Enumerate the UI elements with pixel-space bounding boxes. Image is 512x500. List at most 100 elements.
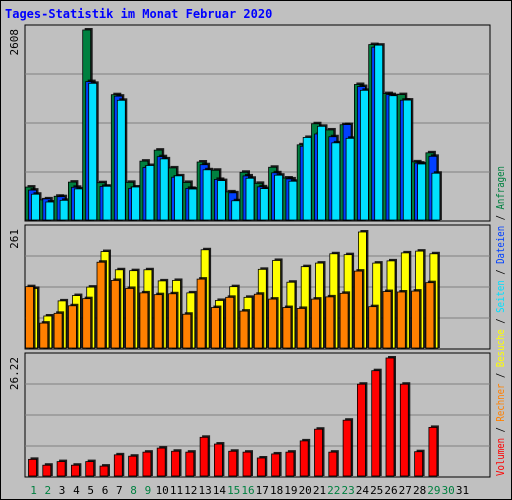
- bar-volumen: [285, 451, 295, 477]
- bar-volumen: [171, 450, 180, 477]
- bar-rechner: [153, 294, 163, 349]
- bar-rechner: [425, 282, 435, 349]
- bar-volumen: [256, 457, 266, 477]
- bar-seiten: [231, 200, 241, 221]
- bar-volumen: [213, 443, 223, 477]
- bar-seiten: [245, 177, 255, 221]
- bar-volumen: [385, 357, 395, 477]
- bar-rechner: [411, 290, 421, 349]
- x-tick-label: 30: [442, 484, 455, 497]
- bar-volumen: [56, 461, 66, 477]
- bar-volumen: [228, 450, 238, 477]
- x-tick-label: 28: [413, 484, 426, 497]
- bar-volumen: [271, 453, 281, 477]
- bar-volumen: [156, 447, 166, 477]
- chart-title: Tages-Statistik im Monat Februar 2020: [5, 7, 273, 21]
- bar-seiten: [45, 201, 55, 221]
- x-tick-label: 18: [270, 484, 283, 497]
- legend-entry: Dateien: [494, 226, 507, 264]
- x-tick-label: 11: [170, 484, 183, 497]
- bar-volumen: [414, 451, 424, 477]
- bar-rechner: [253, 293, 263, 349]
- bar-volumen: [71, 464, 80, 477]
- legend-entry: /: [494, 210, 507, 226]
- bar-rechner: [53, 312, 63, 349]
- bar-rechner: [325, 296, 335, 349]
- bar-volumen: [299, 440, 309, 477]
- x-tick-label: 13: [198, 484, 211, 497]
- bar-rechner: [139, 292, 149, 349]
- bar-volumen: [128, 455, 138, 477]
- bar-rechner: [125, 288, 134, 349]
- x-tick-label: 17: [256, 484, 269, 497]
- bar-seiten: [74, 188, 83, 221]
- bar-rechner: [196, 278, 206, 349]
- bar-seiten: [131, 186, 141, 221]
- x-tick-label: 21: [313, 484, 326, 497]
- legend-entry: Seiten: [494, 280, 507, 313]
- bar-volumen: [142, 451, 152, 477]
- x-tick-label: 14: [213, 484, 227, 497]
- legend-entry: Volumen: [494, 438, 507, 476]
- bar-seiten: [188, 188, 198, 221]
- bar-seiten: [216, 180, 226, 221]
- x-tick-label: 24: [356, 484, 370, 497]
- bar-rechner: [182, 313, 192, 349]
- x-tick-label: 23: [341, 484, 354, 497]
- bar-seiten: [88, 82, 98, 221]
- bar-seiten: [388, 95, 398, 221]
- bar-rechner: [25, 286, 34, 349]
- legend-entry: Anfragen: [494, 166, 507, 210]
- bar-rechner: [96, 261, 106, 349]
- bar-seiten: [431, 172, 441, 221]
- x-tick-label: 27: [399, 484, 412, 497]
- bar-seiten: [417, 163, 427, 221]
- bar-volumen: [113, 454, 123, 477]
- bar-rechner: [396, 291, 406, 349]
- bar-rechner: [311, 298, 320, 349]
- visits-panel-ymax-label: 261: [8, 229, 21, 249]
- bar-rechner: [168, 293, 177, 349]
- legend-entry: /: [494, 367, 507, 383]
- bar-rechner: [225, 296, 235, 349]
- bar-rechner: [39, 322, 49, 349]
- bar-seiten: [288, 180, 298, 221]
- bar-seiten: [302, 137, 312, 221]
- bar-seiten: [359, 89, 369, 221]
- legend-entry: Rechner: [494, 383, 507, 421]
- bar-volumen: [428, 426, 438, 477]
- bar-seiten: [116, 99, 126, 221]
- bar-volumen: [371, 370, 381, 477]
- bar-volumen: [85, 461, 95, 477]
- x-tick-label: 2: [44, 484, 51, 497]
- bar-rechner: [282, 307, 292, 349]
- bar-rechner: [68, 305, 77, 349]
- bar-rechner: [339, 292, 349, 349]
- x-tick-label: 20: [299, 484, 312, 497]
- x-tick-label: 4: [73, 484, 80, 497]
- x-tick-label: 31: [456, 484, 469, 497]
- bar-seiten: [274, 174, 284, 221]
- bar-seiten: [59, 199, 69, 221]
- x-tick-label: 10: [156, 484, 169, 497]
- bar-seiten: [345, 137, 355, 221]
- bar-seiten: [259, 188, 269, 221]
- x-tick-label: 5: [87, 484, 94, 497]
- x-tick-label: 9: [145, 484, 152, 497]
- bar-rechner: [368, 306, 378, 349]
- bar-seiten: [331, 142, 341, 221]
- bar-seiten: [159, 158, 169, 221]
- bar-volumen: [42, 464, 52, 477]
- bar-volumen: [328, 451, 338, 477]
- x-tick-label: 26: [384, 484, 397, 497]
- x-tick-label: 25: [370, 484, 383, 497]
- legend: Volumen / Rechner / Besuche / Seiten / D…: [494, 166, 507, 476]
- bar-rechner: [110, 280, 120, 349]
- x-tick-label: 22: [327, 484, 340, 497]
- bar-rechner: [239, 310, 249, 349]
- legend-entry: Besuche: [494, 329, 507, 367]
- legend-entry: /: [494, 313, 507, 329]
- bar-volumen: [242, 451, 252, 477]
- x-tick-label: 29: [427, 484, 440, 497]
